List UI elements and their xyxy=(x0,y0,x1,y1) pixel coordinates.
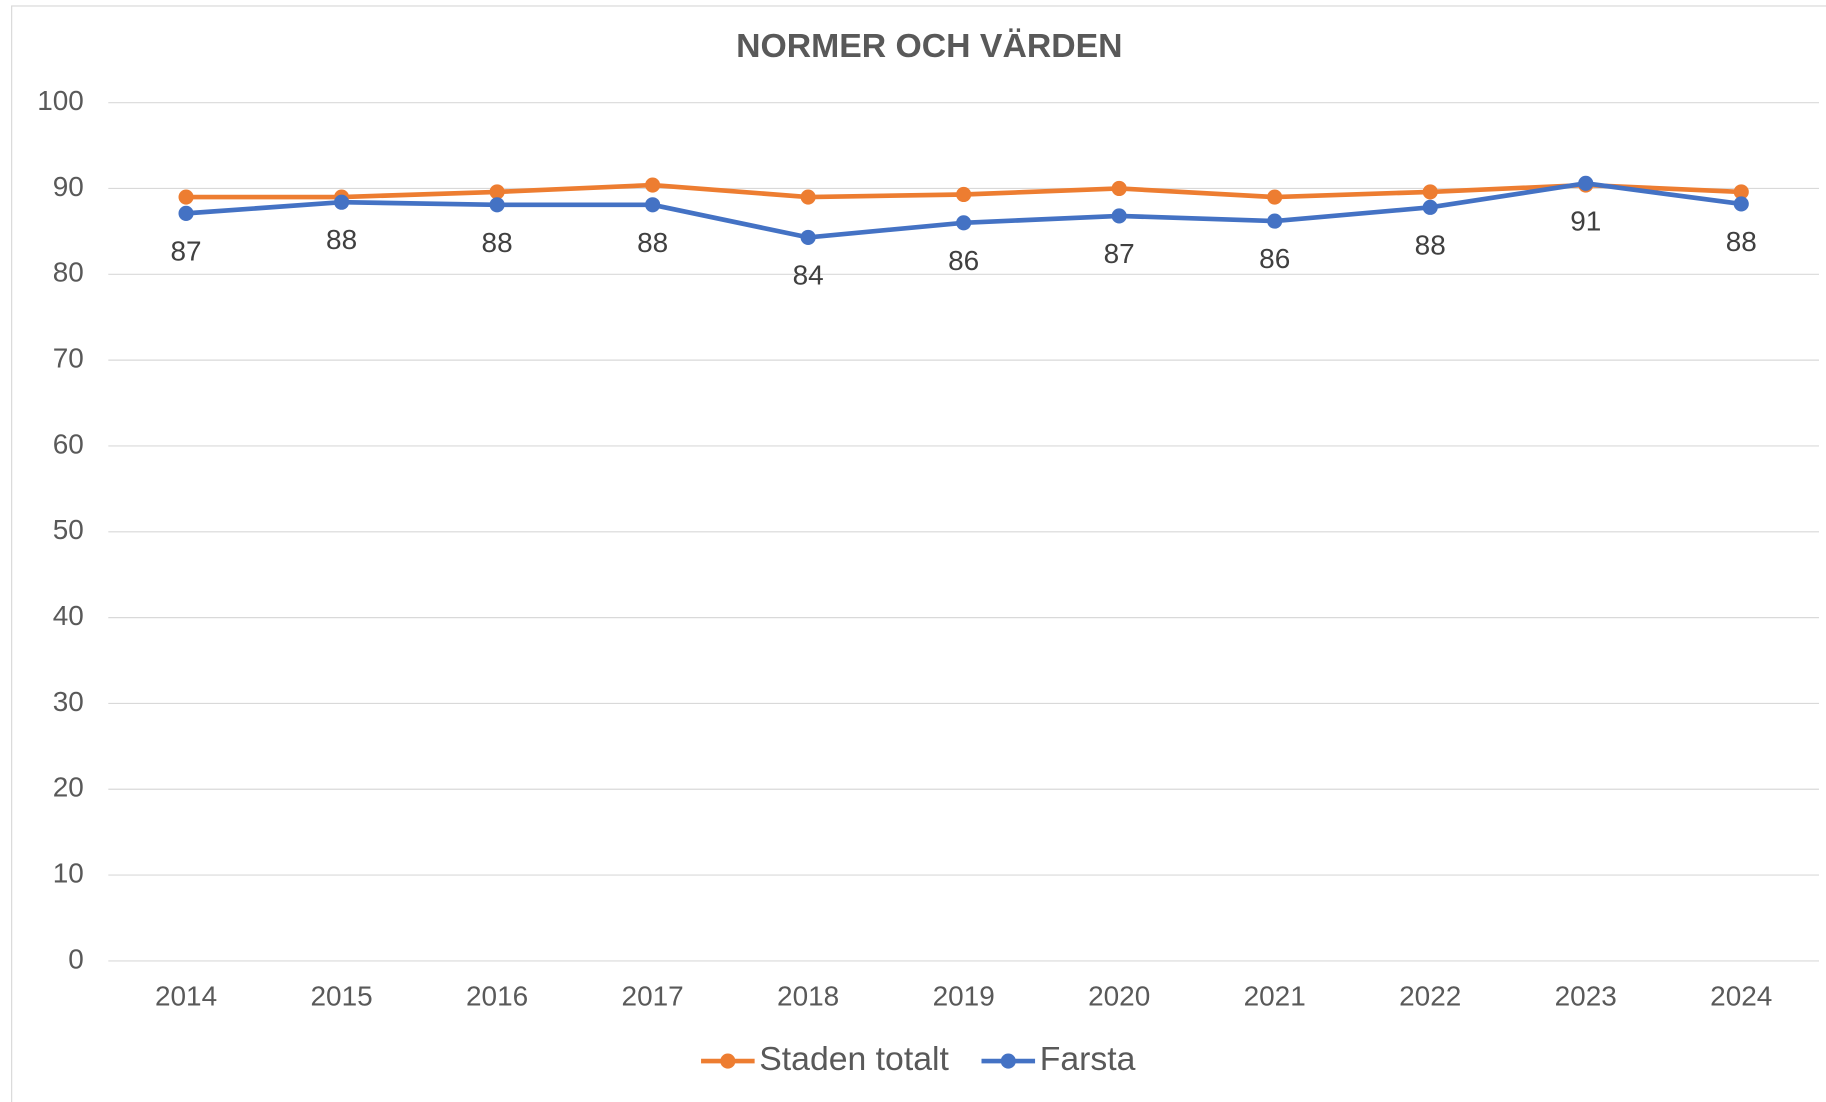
data-point xyxy=(956,215,972,231)
data-label: 88 xyxy=(1726,226,1757,257)
data-point xyxy=(1733,196,1749,212)
x-tick-label: 2022 xyxy=(1399,981,1461,1012)
y-tick-label: 40 xyxy=(53,600,84,631)
data-point xyxy=(178,189,194,205)
x-tick-label: 2016 xyxy=(466,981,528,1012)
legend-label: Staden totalt xyxy=(759,1040,949,1078)
data-point xyxy=(1111,208,1127,224)
data-label: 88 xyxy=(637,227,668,258)
data-point xyxy=(1267,189,1283,205)
legend-label: Farsta xyxy=(1040,1040,1136,1078)
y-tick-label: 10 xyxy=(53,857,84,888)
y-tick-label: 90 xyxy=(53,171,84,202)
data-point xyxy=(645,197,661,213)
chart-border xyxy=(11,5,1826,1102)
y-tick-label: 50 xyxy=(53,514,84,545)
data-label: 87 xyxy=(171,235,202,266)
data-point xyxy=(800,189,816,205)
x-tick-label: 2019 xyxy=(933,981,995,1012)
data-point xyxy=(489,184,505,200)
y-tick-label: 20 xyxy=(53,772,84,803)
data-point xyxy=(489,197,505,213)
x-tick-label: 2024 xyxy=(1710,981,1772,1012)
y-tick-label: 0 xyxy=(68,943,84,974)
data-label: 88 xyxy=(326,224,357,255)
legend-marker xyxy=(1000,1053,1016,1069)
x-tick-label: 2014 xyxy=(155,981,217,1012)
data-point xyxy=(1422,199,1438,215)
data-label: 88 xyxy=(482,227,513,258)
x-tick-label: 2015 xyxy=(311,981,373,1012)
x-tick-label: 2018 xyxy=(777,981,839,1012)
y-tick-label: 80 xyxy=(53,257,84,288)
data-label: 91 xyxy=(1570,205,1601,236)
data-label: 86 xyxy=(1259,243,1290,274)
data-point xyxy=(1578,175,1594,191)
y-tick-label: 100 xyxy=(37,85,84,116)
y-tick-label: 30 xyxy=(53,686,84,717)
x-tick-label: 2017 xyxy=(622,981,684,1012)
legend-marker xyxy=(720,1053,736,1069)
x-tick-label: 2021 xyxy=(1244,981,1306,1012)
data-point xyxy=(1111,180,1127,197)
data-point xyxy=(645,177,661,193)
data-point xyxy=(1267,213,1283,229)
data-point xyxy=(334,194,350,210)
data-label: 87 xyxy=(1104,238,1135,269)
data-point xyxy=(956,186,972,203)
data-label: 84 xyxy=(793,259,824,290)
x-tick-label: 2023 xyxy=(1555,981,1617,1012)
y-tick-label: 70 xyxy=(53,343,84,374)
data-point xyxy=(178,205,194,221)
data-point xyxy=(1422,184,1438,200)
data-point xyxy=(1733,184,1749,200)
data-label: 88 xyxy=(1415,229,1446,260)
x-tick-label: 2020 xyxy=(1088,981,1150,1012)
chart-title: NORMER OCH VÄRDEN xyxy=(736,27,1122,65)
y-tick-label: 60 xyxy=(53,428,84,459)
data-point xyxy=(800,229,816,245)
data-label: 86 xyxy=(948,245,979,276)
